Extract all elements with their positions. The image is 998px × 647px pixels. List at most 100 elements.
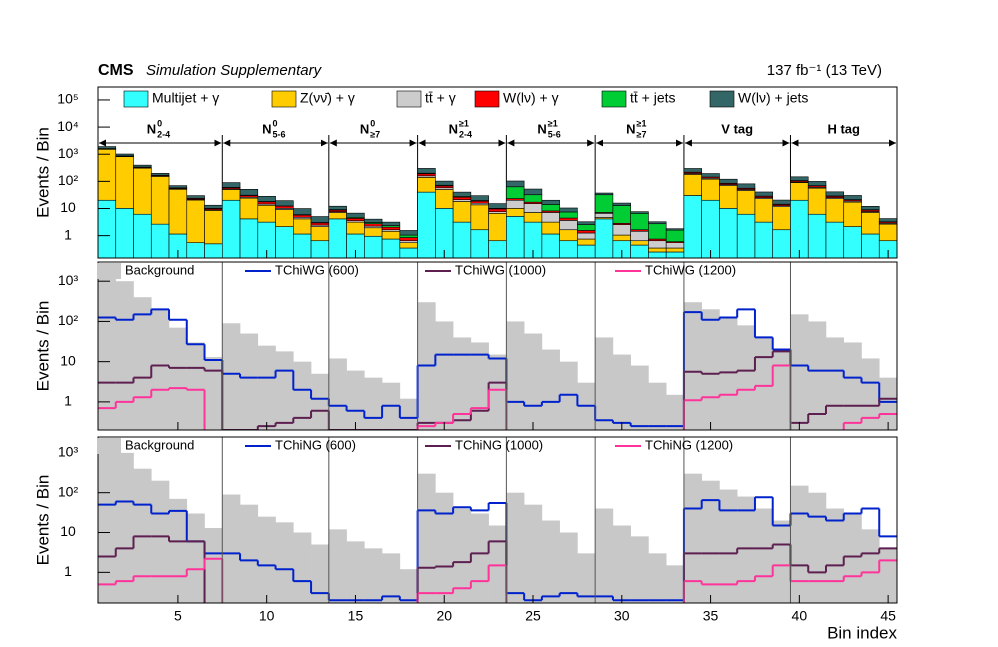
y-tick-label: 10² — [58, 172, 79, 188]
stack-segment — [559, 207, 578, 213]
stack-segment — [577, 230, 596, 234]
background-bin — [382, 553, 401, 603]
background-bin — [790, 314, 809, 430]
stack-segment — [133, 164, 152, 168]
x-tick-label: 20 — [436, 608, 452, 624]
region-label: N — [626, 121, 635, 136]
background-bin — [843, 513, 862, 603]
background-bin — [808, 321, 827, 430]
plot-area — [98, 269, 897, 430]
region-label-sup: 0 — [157, 118, 162, 128]
background-bin — [222, 494, 241, 603]
background-bin — [683, 302, 702, 430]
experiment-label: CMS — [98, 62, 134, 79]
stack-segment — [310, 226, 330, 242]
stack-segment — [594, 194, 614, 213]
stack-segment — [399, 247, 418, 258]
stack-segment — [754, 221, 774, 258]
stack-segment — [506, 199, 525, 209]
legend-label: Background — [125, 262, 194, 277]
legend-label: TChiNG (1000) — [455, 437, 543, 452]
stack-segment — [577, 244, 596, 258]
stack-segment — [861, 206, 880, 210]
legend-label: TChiWG (600) — [275, 262, 359, 277]
background-bin — [311, 373, 330, 430]
stack-segment — [559, 240, 578, 258]
y-tick-label: 10² — [58, 312, 79, 328]
stack-segment — [594, 213, 614, 218]
background-bin — [524, 333, 543, 430]
y-tick-label: 10⁴ — [57, 118, 79, 134]
background-bin — [630, 365, 649, 430]
region-label-sub: ≥7 — [370, 129, 380, 139]
stack-segment — [648, 247, 667, 253]
stack-segment — [488, 240, 507, 258]
stack-segment — [630, 240, 649, 246]
background-bin — [204, 527, 223, 603]
background-bin — [399, 569, 418, 603]
stack-segment — [577, 232, 596, 240]
stack-segment — [736, 183, 756, 189]
stack-segment — [612, 202, 631, 206]
stack-segment — [399, 242, 418, 249]
stack-segment — [381, 238, 401, 258]
stack-segment — [115, 153, 134, 157]
background-bin — [346, 370, 365, 430]
background-bin — [506, 321, 525, 430]
stack-segment — [878, 223, 897, 242]
legend-swatch — [271, 90, 297, 108]
background-bin — [257, 345, 276, 430]
stack-segment — [364, 223, 383, 227]
y-tick-label: 1 — [64, 393, 72, 409]
stack-segment — [630, 244, 649, 258]
background-bin — [524, 504, 543, 603]
stack-segment — [665, 242, 685, 249]
stack-segment — [701, 178, 720, 201]
legend-label: TChiNG (600) — [275, 437, 356, 452]
stack-segment — [293, 218, 312, 235]
background-bin — [399, 398, 418, 430]
stack-segment — [470, 204, 489, 231]
stack-segment — [275, 209, 294, 227]
background-bin — [630, 536, 649, 603]
stack-segment — [736, 190, 756, 215]
stack-segment — [541, 233, 560, 258]
background-bin — [737, 325, 756, 430]
stack-segment — [790, 199, 809, 258]
legend-swatch — [601, 90, 627, 108]
stack-segment — [239, 218, 259, 258]
stack-segment — [772, 206, 791, 231]
x-tick-label: 25 — [525, 608, 541, 624]
background-bin — [595, 337, 614, 430]
background-bin — [666, 565, 685, 603]
stack-segment — [221, 182, 241, 188]
legend-swatch — [97, 438, 121, 454]
background-bin — [861, 529, 880, 603]
stack-segment — [239, 197, 259, 220]
stack-segment — [861, 233, 880, 258]
stack-segment — [825, 198, 845, 223]
background-bin — [843, 342, 862, 430]
background-bin — [577, 553, 596, 603]
region-label-sub: ≥7 — [637, 129, 647, 139]
region-label-sub: 5-6 — [548, 129, 561, 139]
background-bin — [506, 492, 525, 603]
region-label-sub: 2-4 — [157, 129, 170, 139]
background-bin — [275, 351, 294, 430]
stack-segment — [506, 216, 525, 258]
background-bin — [275, 522, 294, 603]
stack-segment — [293, 214, 312, 218]
stack-segment — [133, 213, 152, 258]
background-bin — [257, 516, 276, 603]
stack-segment — [843, 226, 862, 258]
background-bin — [488, 525, 507, 603]
background-bin — [240, 333, 259, 430]
background-bin — [719, 489, 738, 603]
x-tick-label: 10 — [259, 608, 275, 624]
x-tick-label: 30 — [614, 608, 630, 624]
stack-segment — [878, 218, 897, 223]
legend-swatch — [396, 90, 422, 108]
background-bin — [417, 473, 436, 603]
stack-segment — [594, 218, 614, 258]
stack-segment — [186, 199, 205, 243]
